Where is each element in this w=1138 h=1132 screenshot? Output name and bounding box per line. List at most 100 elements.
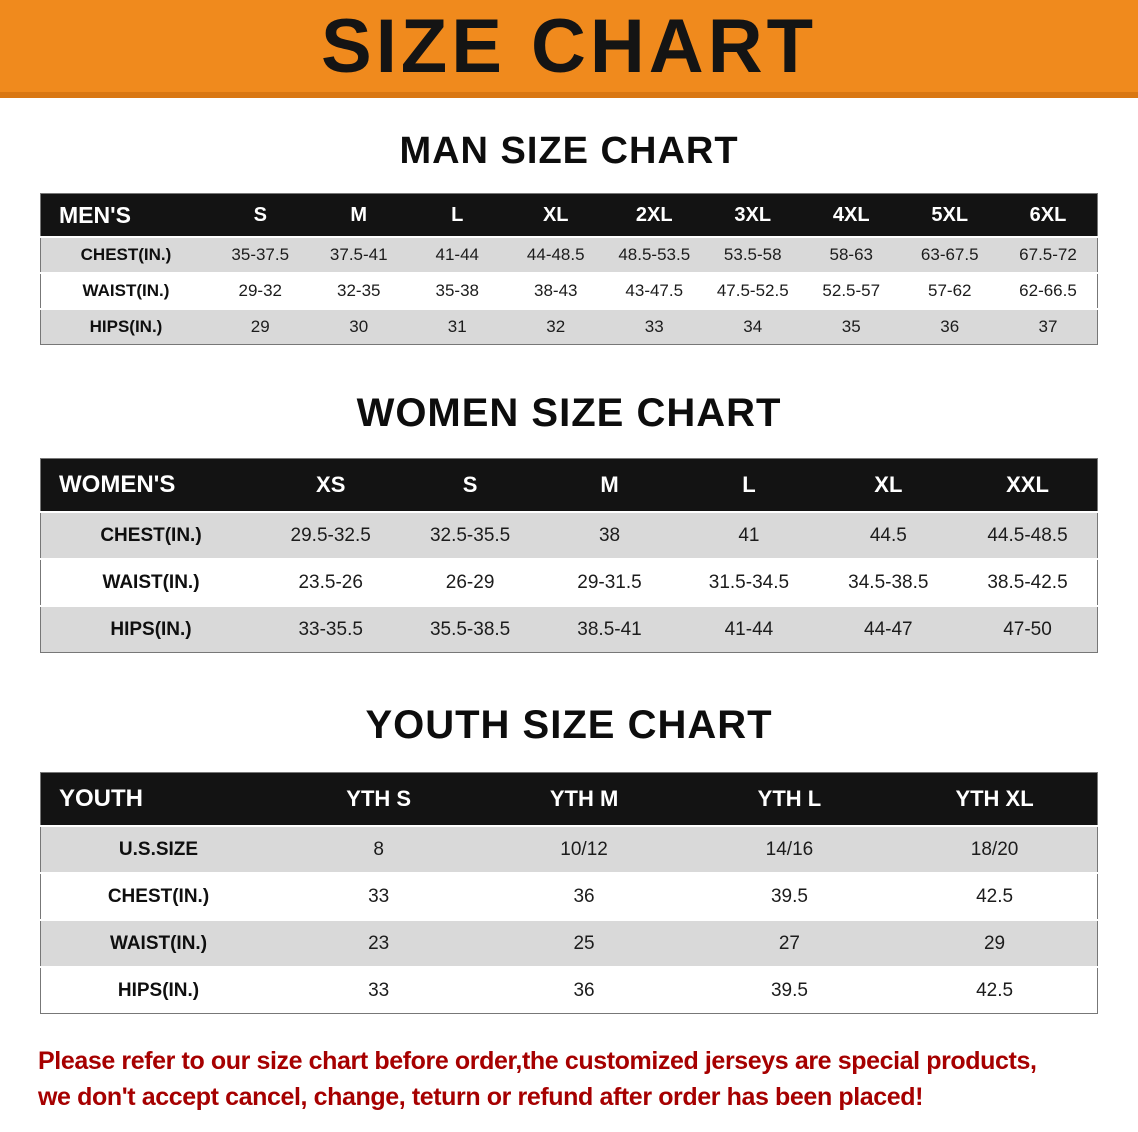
- value-cell: 48.5-53.5: [605, 236, 704, 273]
- value-cell: 52.5-57: [802, 272, 901, 309]
- size-header-cell: XL: [506, 193, 605, 237]
- size-chart-banner: SIZE CHART: [0, 0, 1138, 98]
- size-header-cell: XXL: [958, 458, 1098, 512]
- row-label-cell: WAIST(IN.): [40, 558, 261, 606]
- value-cell: 31: [408, 308, 507, 345]
- row-label-cell: U.S.SIZE: [40, 825, 276, 873]
- value-cell: 14/16: [686, 825, 893, 873]
- table-row: CHEST(IN.) 29.5-32.5 32.5-35.5 38 41 44.5 44.5…: [40, 511, 1098, 559]
- value-cell: 67.5-72: [999, 236, 1098, 273]
- value-cell: 41-44: [408, 236, 507, 273]
- size-header-cell: XL: [818, 458, 959, 512]
- value-cell: 29: [892, 919, 1098, 967]
- value-cell: 32-35: [309, 272, 408, 309]
- table-row: WAIST(IN.) 23.5-26 26-29 29-31.5 31.5-34.5 34…: [40, 558, 1098, 606]
- size-header-cell: S: [400, 458, 540, 512]
- value-cell: 38: [539, 511, 680, 559]
- disclaimer-note: Please refer to our size chart before or…: [38, 1044, 1100, 1115]
- value-cell: 34.5-38.5: [818, 558, 959, 606]
- table-row: HIPS(IN.) 29 30 31 32 33 34 35 36 37: [40, 308, 1098, 345]
- value-cell: 29-32: [211, 272, 310, 309]
- row-label-cell: HIPS(IN.): [40, 605, 261, 653]
- row-label-cell: HIPS(IN.): [40, 308, 211, 345]
- value-cell: 43-47.5: [605, 272, 704, 309]
- size-header-cell: M: [309, 193, 408, 237]
- table-row: WAIST(IN.) 29-32 32-35 35-38 38-43 43-47.5 47.…: [40, 272, 1098, 309]
- size-header-cell: YTH L: [686, 772, 893, 826]
- value-cell: 53.5-58: [703, 236, 802, 273]
- value-cell: 36: [900, 308, 999, 345]
- value-cell: 42.5: [892, 966, 1098, 1014]
- table-row: U.S.SIZE 8 10/12 14/16 18/20: [40, 825, 1098, 873]
- value-cell: 44.5-48.5: [958, 511, 1098, 559]
- value-cell: 10/12: [481, 825, 687, 873]
- size-header-cell: YTH XL: [892, 772, 1098, 826]
- women-size-chart-heading: WOMEN SIZE CHART: [356, 391, 782, 435]
- table-row: WAIST(IN.) 23 25 27 29: [40, 919, 1098, 967]
- value-cell: 35.5-38.5: [400, 605, 540, 653]
- value-cell: 44.5: [818, 511, 959, 559]
- size-header-cell: 4XL: [802, 193, 901, 237]
- value-cell: 32: [506, 308, 605, 345]
- value-cell: 33: [276, 966, 482, 1014]
- table-row: CHEST(IN.) 33 36 39.5 42.5: [40, 872, 1098, 920]
- value-cell: 44-48.5: [506, 236, 605, 273]
- value-cell: 58-63: [802, 236, 901, 273]
- womens-size-table: WOMEN'S XS S M L XL XXL CHEST(IN.) 29.5-32.5 32.…: [40, 458, 1098, 653]
- table-row: HIPS(IN.) 33 36 39.5 42.5: [40, 966, 1098, 1014]
- disclaimer-line-2: we don't accept cancel, change, teturn o…: [38, 1082, 924, 1111]
- value-cell: 26-29: [400, 558, 540, 606]
- mens-size-table: MEN'S S M L XL 2XL 3XL 4XL 5XL 6XL CHEST(IN.) 35-3…: [40, 193, 1098, 345]
- row-label-cell: HIPS(IN.): [40, 966, 276, 1014]
- mens-table-header-row: MEN'S S M L XL 2XL 3XL 4XL 5XL 6XL: [40, 193, 1098, 237]
- size-header-cell: S: [211, 193, 310, 237]
- value-cell: 23: [276, 919, 482, 967]
- value-cell: 35-38: [408, 272, 507, 309]
- table-row: CHEST(IN.) 35-37.5 37.5-41 41-44 44-48.5 48.5…: [40, 236, 1098, 273]
- row-label-cell: CHEST(IN.): [40, 236, 211, 273]
- value-cell: 41-44: [679, 605, 819, 653]
- size-header-cell: 2XL: [605, 193, 704, 237]
- value-cell: 33: [276, 872, 482, 920]
- disclaimer-line-1: Please refer to our size chart before or…: [38, 1047, 1037, 1075]
- value-cell: 31.5-34.5: [679, 558, 819, 606]
- value-cell: 36: [481, 966, 687, 1014]
- youth-table-header-row: YOUTH YTH S YTH M YTH L YTH XL: [40, 772, 1098, 826]
- value-cell: 32.5-35.5: [400, 511, 540, 559]
- value-cell: 8: [276, 825, 482, 873]
- value-cell: 30: [309, 308, 408, 345]
- table-row: HIPS(IN.) 33-35.5 35.5-38.5 38.5-41 41-44 44-…: [40, 605, 1098, 653]
- value-cell: 33-35.5: [261, 605, 401, 653]
- table-title-cell: YOUTH: [40, 772, 276, 826]
- value-cell: 47.5-52.5: [703, 272, 802, 309]
- value-cell: 39.5: [686, 872, 893, 920]
- value-cell: 39.5: [686, 966, 893, 1014]
- size-header-cell: 3XL: [703, 193, 802, 237]
- value-cell: 44-47: [818, 605, 959, 653]
- value-cell: 33: [605, 308, 704, 345]
- value-cell: 23.5-26: [261, 558, 401, 606]
- size-header-cell: YTH S: [276, 772, 482, 826]
- man-size-chart-heading: MAN SIZE CHART: [399, 130, 739, 172]
- womens-table-header-row: WOMEN'S XS S M L XL XXL: [40, 458, 1098, 512]
- size-header-cell: M: [539, 458, 680, 512]
- row-label-cell: CHEST(IN.): [40, 872, 276, 920]
- value-cell: 18/20: [892, 825, 1098, 873]
- value-cell: 63-67.5: [900, 236, 999, 273]
- size-header-cell: L: [679, 458, 819, 512]
- value-cell: 36: [481, 872, 687, 920]
- value-cell: 34: [703, 308, 802, 345]
- size-header-cell: L: [408, 193, 507, 237]
- value-cell: 29: [211, 308, 310, 345]
- youth-size-chart-heading: YOUTH SIZE CHART: [365, 703, 773, 747]
- table-title-cell: MEN'S: [40, 193, 211, 237]
- value-cell: 38.5-42.5: [958, 558, 1098, 606]
- value-cell: 41: [679, 511, 819, 559]
- size-header-cell: 6XL: [999, 193, 1098, 237]
- value-cell: 37.5-41: [309, 236, 408, 273]
- value-cell: 29-31.5: [539, 558, 680, 606]
- value-cell: 62-66.5: [999, 272, 1098, 309]
- row-label-cell: CHEST(IN.): [40, 511, 261, 559]
- row-label-cell: WAIST(IN.): [40, 919, 276, 967]
- size-header-cell: 5XL: [900, 193, 999, 237]
